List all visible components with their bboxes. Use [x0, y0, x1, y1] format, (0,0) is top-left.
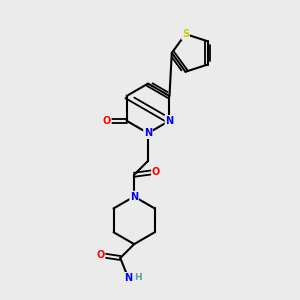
Text: N: N — [165, 116, 173, 126]
Text: O: O — [96, 250, 105, 260]
Text: N: N — [144, 128, 152, 138]
Text: N: N — [130, 192, 138, 202]
Text: S: S — [182, 29, 189, 39]
Text: H: H — [134, 273, 142, 282]
Text: N: N — [124, 273, 132, 283]
Text: O: O — [103, 116, 111, 126]
Text: O: O — [152, 167, 160, 177]
